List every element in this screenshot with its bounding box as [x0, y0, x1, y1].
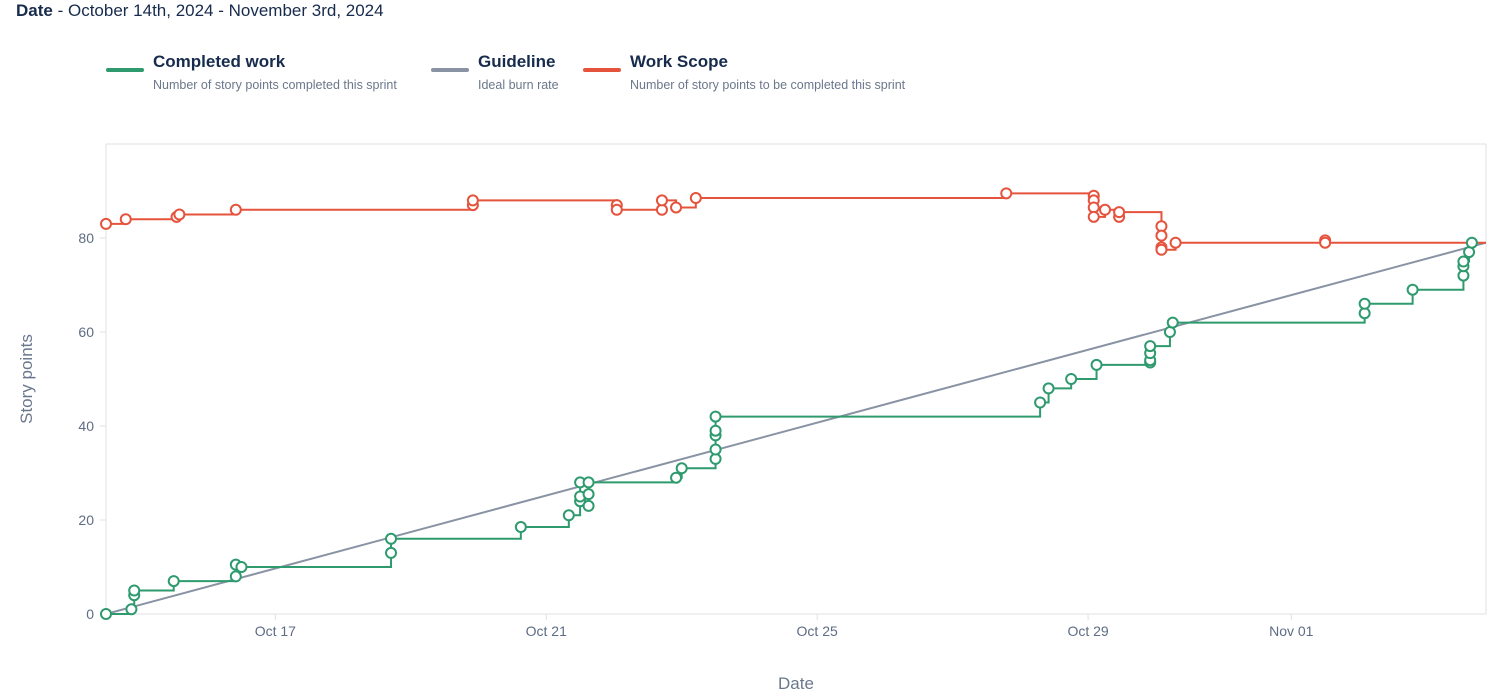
y-tick-label: 20	[78, 512, 94, 528]
x-tick-label: Oct 29	[1067, 623, 1108, 639]
data-point-completed-work	[1457, 255, 1470, 268]
y-tick-label: 60	[78, 324, 94, 340]
data-point-completed-work	[125, 603, 138, 616]
data-point-completed-work	[562, 509, 575, 522]
data-point-work-scope	[100, 217, 112, 230]
y-tick-label: 0	[86, 606, 94, 622]
data-point-completed-work	[514, 521, 527, 534]
legend-desc-work-scope: Number of story points to be completed t…	[630, 78, 906, 92]
x-axis-ticks: Oct 17 Oct 21 Oct 25 Oct 29 Nov 01	[255, 614, 1314, 639]
data-point-work-scope	[655, 194, 668, 207]
legend-title-work-scope: Work Scope	[630, 52, 728, 71]
x-tick-label: Nov 01	[1269, 623, 1314, 639]
x-tick-label: Oct 17	[255, 623, 296, 639]
data-point-completed-work	[128, 584, 141, 597]
data-point-work-scope	[670, 201, 683, 214]
data-point-completed-work	[1065, 373, 1078, 385]
data-point-work-scope	[1169, 236, 1182, 249]
data-point-completed-work	[229, 570, 242, 583]
y-tick-label: 40	[78, 418, 94, 434]
data-point-work-scope	[173, 208, 186, 221]
data-point-completed-work	[235, 561, 248, 573]
data-point-completed-work	[709, 410, 722, 423]
data-point-completed-work	[670, 471, 683, 484]
data-point-completed-work	[167, 575, 180, 588]
series-lines	[105, 192, 1487, 615]
data-point-completed-work	[1406, 283, 1419, 296]
data-point-completed-work	[1358, 297, 1371, 310]
data-point-work-scope	[1099, 203, 1112, 216]
y-axis-ticks: 0 20 40 60 80	[78, 230, 106, 622]
data-point-completed-work	[1042, 382, 1055, 395]
x-axis-title: Date	[778, 674, 814, 693]
data-point-completed-work	[582, 476, 595, 489]
data-point-work-scope	[1319, 236, 1332, 249]
legend-desc-completed-work: Number of story points completed this sp…	[153, 78, 397, 92]
series-line-guideline	[105, 241, 1487, 615]
series-line-work-scope	[106, 192, 1486, 251]
data-point-completed-work	[709, 424, 722, 437]
data-point-completed-work	[100, 608, 112, 620]
legend-swatch-guideline	[431, 68, 469, 72]
data-point-completed-work	[385, 532, 398, 545]
data-point-completed-work	[1465, 236, 1478, 249]
data-point-work-scope	[1087, 210, 1100, 223]
date-range-header: Date - October 14th, 2024 - November 3rd…	[16, 1, 384, 21]
data-point-work-scope	[229, 203, 242, 216]
y-tick-label: 80	[78, 230, 94, 246]
legend-title-completed-work: Completed work	[153, 52, 286, 71]
legend-swatch-work-scope	[583, 68, 621, 72]
plot-area	[105, 143, 1487, 615]
x-tick-label: Oct 21	[526, 623, 567, 639]
data-point-work-scope	[1155, 243, 1168, 256]
x-tick-label: Oct 25	[797, 623, 838, 639]
legend-swatch-completed-work	[106, 68, 144, 72]
legend-desc-guideline: Ideal burn rate	[478, 78, 559, 92]
data-point-work-scope	[1000, 187, 1013, 200]
data-point-completed-work	[582, 499, 595, 512]
data-point-work-scope	[1113, 206, 1126, 219]
data-point-work-scope	[119, 213, 132, 226]
data-point-work-scope	[610, 203, 623, 216]
date-range-value: - October 14th, 2024 - November 3rd, 202…	[52, 1, 384, 20]
data-point-completed-work	[1090, 358, 1103, 371]
series-markers	[100, 187, 1478, 620]
date-range-label: Date	[16, 1, 53, 20]
data-point-completed-work	[1034, 396, 1047, 409]
data-point-completed-work	[385, 546, 398, 559]
data-point-completed-work	[1166, 316, 1179, 329]
data-point-completed-work	[675, 462, 688, 475]
data-point-completed-work	[1144, 340, 1157, 353]
legend-title-guideline: Guideline	[478, 52, 556, 71]
chart-legend: Completed work Number of story points co…	[0, 50, 1498, 100]
data-point-work-scope	[689, 192, 702, 205]
data-point-completed-work	[582, 488, 595, 501]
data-point-work-scope	[1155, 229, 1168, 242]
data-point-completed-work	[709, 443, 722, 456]
y-axis-title: Story points	[17, 334, 36, 424]
data-point-work-scope	[466, 194, 479, 207]
